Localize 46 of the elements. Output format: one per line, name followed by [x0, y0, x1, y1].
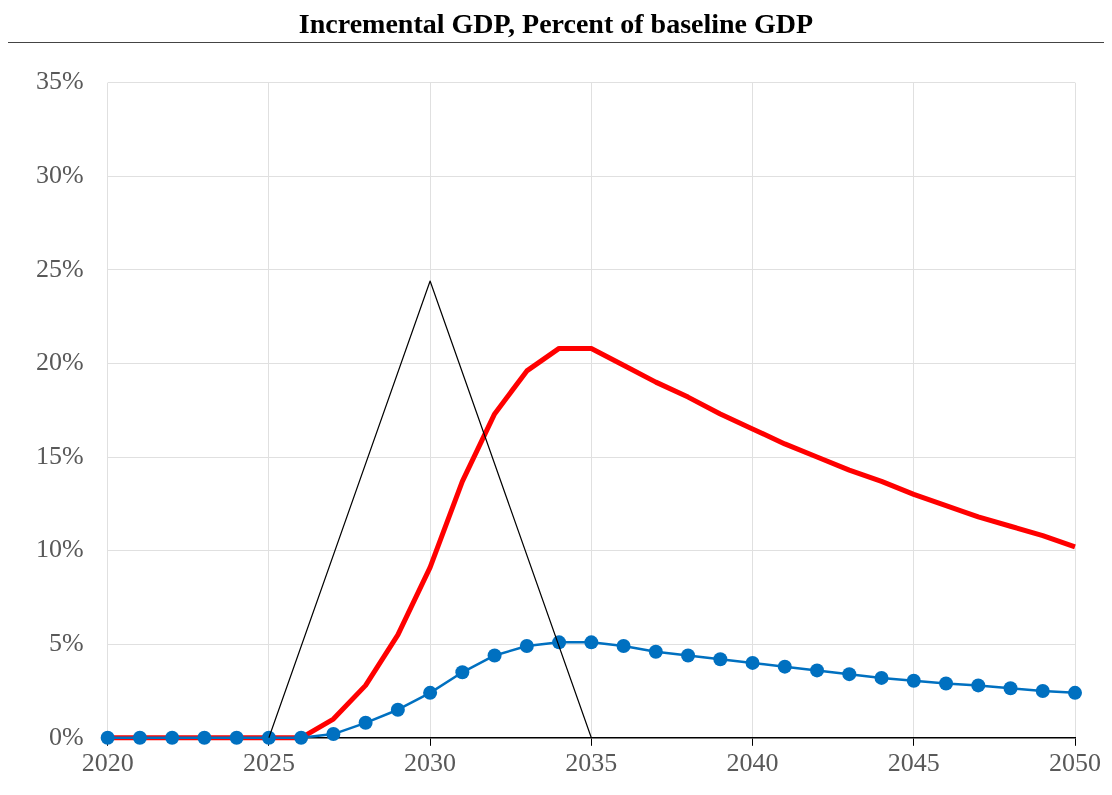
point	[906, 673, 921, 688]
x-tick-label: 2030	[404, 748, 457, 778]
point	[648, 644, 663, 659]
point	[455, 665, 470, 680]
y-tick-label: 5%	[48, 628, 84, 658]
y-tick-label: 30%	[35, 160, 84, 190]
point	[487, 648, 502, 663]
x-tick-label: 2040	[726, 748, 779, 778]
point	[1068, 685, 1082, 700]
point	[971, 678, 986, 693]
point	[294, 730, 309, 745]
point	[777, 659, 792, 674]
point	[326, 727, 341, 742]
point	[681, 648, 696, 663]
y-tick-label: 0%	[48, 721, 84, 751]
point	[229, 730, 244, 745]
point	[1003, 681, 1018, 696]
x-tick-label: 2020	[81, 748, 134, 778]
point	[874, 670, 889, 685]
point	[713, 652, 728, 667]
point	[939, 676, 954, 691]
point	[810, 663, 825, 678]
y-tick-label: 15%	[35, 440, 84, 470]
x-tick-label: 2050	[1049, 748, 1101, 778]
x-tick-label: 2035	[565, 748, 618, 778]
point	[745, 655, 760, 670]
point	[616, 639, 631, 654]
point	[519, 639, 534, 654]
y-tick-label: 25%	[35, 253, 84, 283]
point	[100, 730, 115, 745]
point	[197, 730, 212, 745]
y-tick-label: 35%	[35, 66, 84, 96]
point	[584, 635, 599, 650]
point	[165, 730, 180, 745]
chart-title: Incremental GDP, Percent of baseline GDP	[8, 8, 1104, 43]
point	[390, 702, 405, 717]
point	[132, 730, 147, 745]
y-tick-label: 10%	[35, 534, 84, 564]
point	[1035, 684, 1050, 698]
x-tick-label: 2045	[887, 748, 940, 778]
point	[261, 730, 276, 745]
x-tick-label: 2025	[242, 748, 295, 778]
point	[423, 685, 438, 700]
point	[358, 715, 373, 730]
y-tick-label: 20%	[35, 347, 84, 377]
point	[842, 667, 857, 682]
